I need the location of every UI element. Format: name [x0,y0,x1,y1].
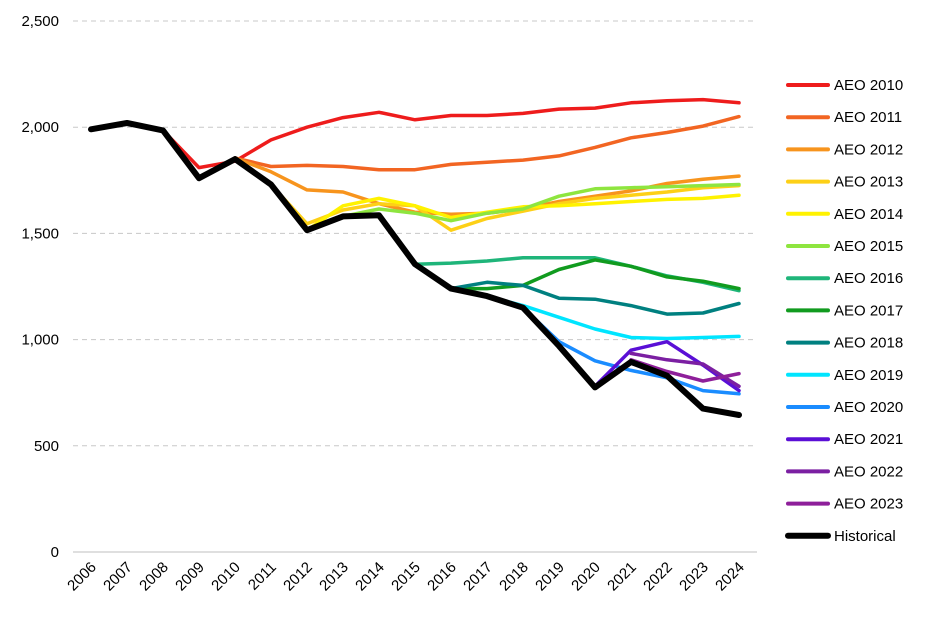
x-tick-label: 2013 [316,559,352,595]
series-line-aeo-2018 [449,280,741,316]
legend-label: AEO 2010 [834,77,903,94]
x-tick-label: 2014 [352,559,388,595]
x-tick-label: 2008 [136,559,172,595]
y-tick-label: 1,500 [21,225,59,242]
legend-label: AEO 2018 [834,335,903,352]
series-line-aeo-2019 [485,294,741,341]
y-tick-label: 2,500 [21,13,59,30]
legend-label: AEO 2022 [834,463,903,480]
x-tick-label: 2023 [676,559,712,595]
legend-label: AEO 2015 [834,238,903,255]
series-lines [88,97,742,418]
legend-label: AEO 2014 [834,206,903,223]
legend-label: AEO 2011 [834,109,902,126]
x-tick-label: 2020 [568,559,604,595]
y-tick-label: 500 [34,438,59,455]
x-tick-label: 2007 [100,559,136,595]
gridlines [73,20,757,447]
series-line-aeo-2014 [305,193,741,232]
x-tick-label: 2006 [64,559,100,595]
y-tick-label: 2,000 [21,119,59,136]
series-line-aeo-2011 [197,114,741,180]
x-tick-label: 2011 [245,559,280,594]
legend-label: AEO 2023 [834,496,903,513]
legend-label: AEO 2012 [834,141,903,158]
x-tick-label: 2012 [280,559,316,595]
y-tick-label: 1,000 [21,332,59,349]
x-tick-label: 2009 [172,559,208,595]
series-line-aeo-2022 [629,351,741,389]
x-tick-label: 2021 [604,559,640,595]
legend: AEO 2010 AEO 2011 AEO 2012 AEO 2013 AEO 2014… [785,77,903,545]
series-line-aeo-2021 [593,339,741,393]
x-tick-label: 2015 [388,559,424,595]
legend-label: Historical [834,528,896,545]
series-line-aeo-2010 [161,97,741,170]
y-tick-label: 0 [51,544,59,561]
legend-label: AEO 2021 [834,431,903,448]
series-line-aeo-2015 [341,182,741,223]
x-tick-label: 2016 [424,559,460,595]
series-line-aeo-2017 [413,258,741,291]
x-tick-label: 2017 [460,559,496,595]
legend-label: AEO 2019 [834,367,903,384]
x-tick-label: 2010 [208,559,244,595]
series-line-aeo-2013 [269,182,741,232]
x-tick-label: 2018 [496,559,532,595]
series-line-historical [88,120,742,418]
legend-label: AEO 2017 [834,302,903,319]
x-tick-label: 2022 [640,559,676,595]
x-tick-label: 2024 [712,559,748,595]
legend-label: AEO 2016 [834,270,903,287]
legend-label: AEO 2013 [834,174,903,191]
x-tick-label: 2019 [532,559,568,595]
legend-label: AEO 2020 [834,399,903,416]
